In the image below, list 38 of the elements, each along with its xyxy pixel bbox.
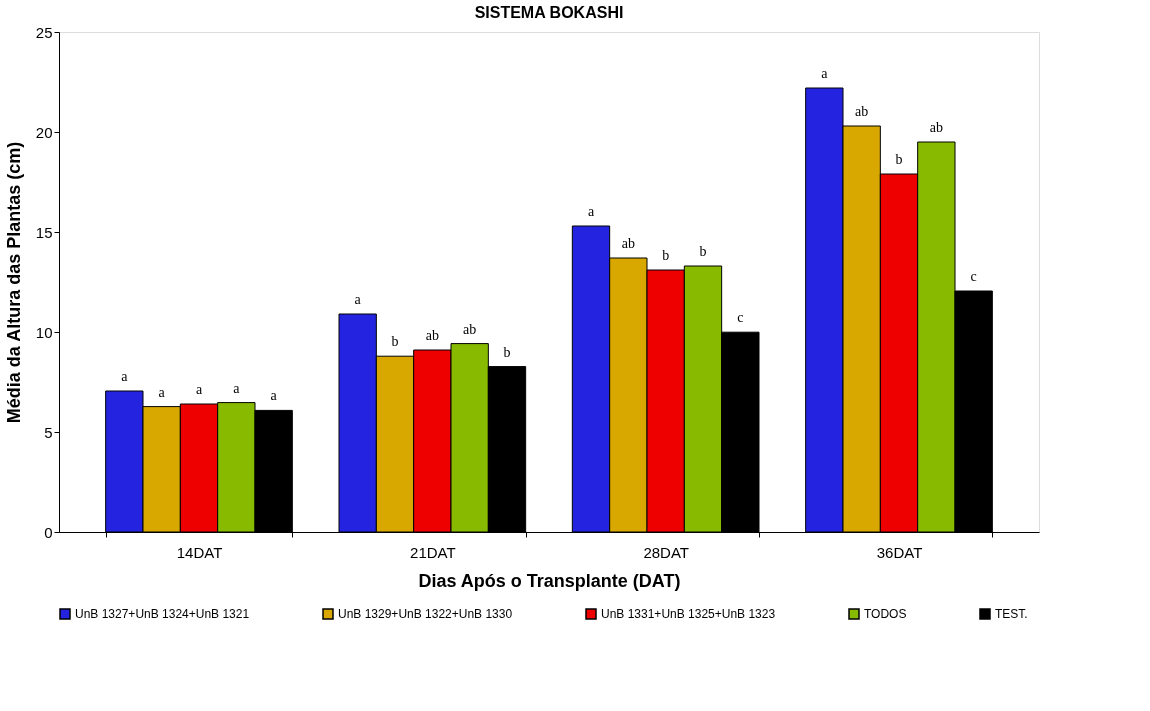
legend-label: UnB 1329+UnB 1322+UnB 1330	[338, 607, 513, 621]
data-label: a	[121, 369, 129, 384]
data-label: c	[970, 269, 977, 284]
data-label: a	[354, 292, 362, 307]
data-label: b	[895, 152, 903, 167]
data-label: ab	[463, 321, 477, 337]
x-tick-label: 36DAT	[876, 543, 923, 561]
data-label: b	[662, 248, 670, 263]
data-label: ab	[425, 328, 439, 343]
data-label: ab	[621, 236, 635, 251]
data-label: a	[821, 66, 829, 81]
y-axis-title: Média da Altura das Plantas (cm)	[3, 141, 24, 424]
data-label: ab	[929, 120, 943, 135]
data-label: a	[195, 382, 203, 397]
data-label: a	[233, 380, 241, 396]
chart-title: SISTEMA BOKASHI	[474, 4, 624, 21]
legend-label: TODOS	[864, 607, 907, 621]
data-label: b	[503, 344, 511, 360]
legend-label: TEST.	[995, 607, 1028, 621]
data-label: a	[587, 204, 595, 219]
data-label: ab	[855, 104, 869, 119]
data-label: a	[158, 384, 166, 400]
x-tick-label: 21DAT	[410, 543, 456, 561]
x-tick-label: 28DAT	[643, 543, 689, 561]
x-tick-label: 14DAT	[176, 543, 223, 561]
y-tick-label: 10	[35, 323, 53, 341]
y-tick-label: 5	[44, 423, 53, 441]
y-tick-label: 15	[35, 223, 53, 241]
legend-label: UnB 1327+UnB 1324+UnB 1321	[75, 607, 250, 621]
data-label: b	[391, 334, 399, 350]
y-tick-label: 25	[35, 23, 53, 41]
x-axis-title: Dias Após o Transplante (DAT)	[418, 570, 681, 591]
y-tick-label: 0	[44, 523, 53, 541]
data-label: b	[699, 244, 707, 259]
data-label: c	[737, 310, 744, 326]
y-tick-label: 20	[35, 123, 53, 141]
data-label: a	[270, 388, 278, 404]
legend-label: UnB 1331+UnB 1325+UnB 1323	[601, 607, 776, 621]
